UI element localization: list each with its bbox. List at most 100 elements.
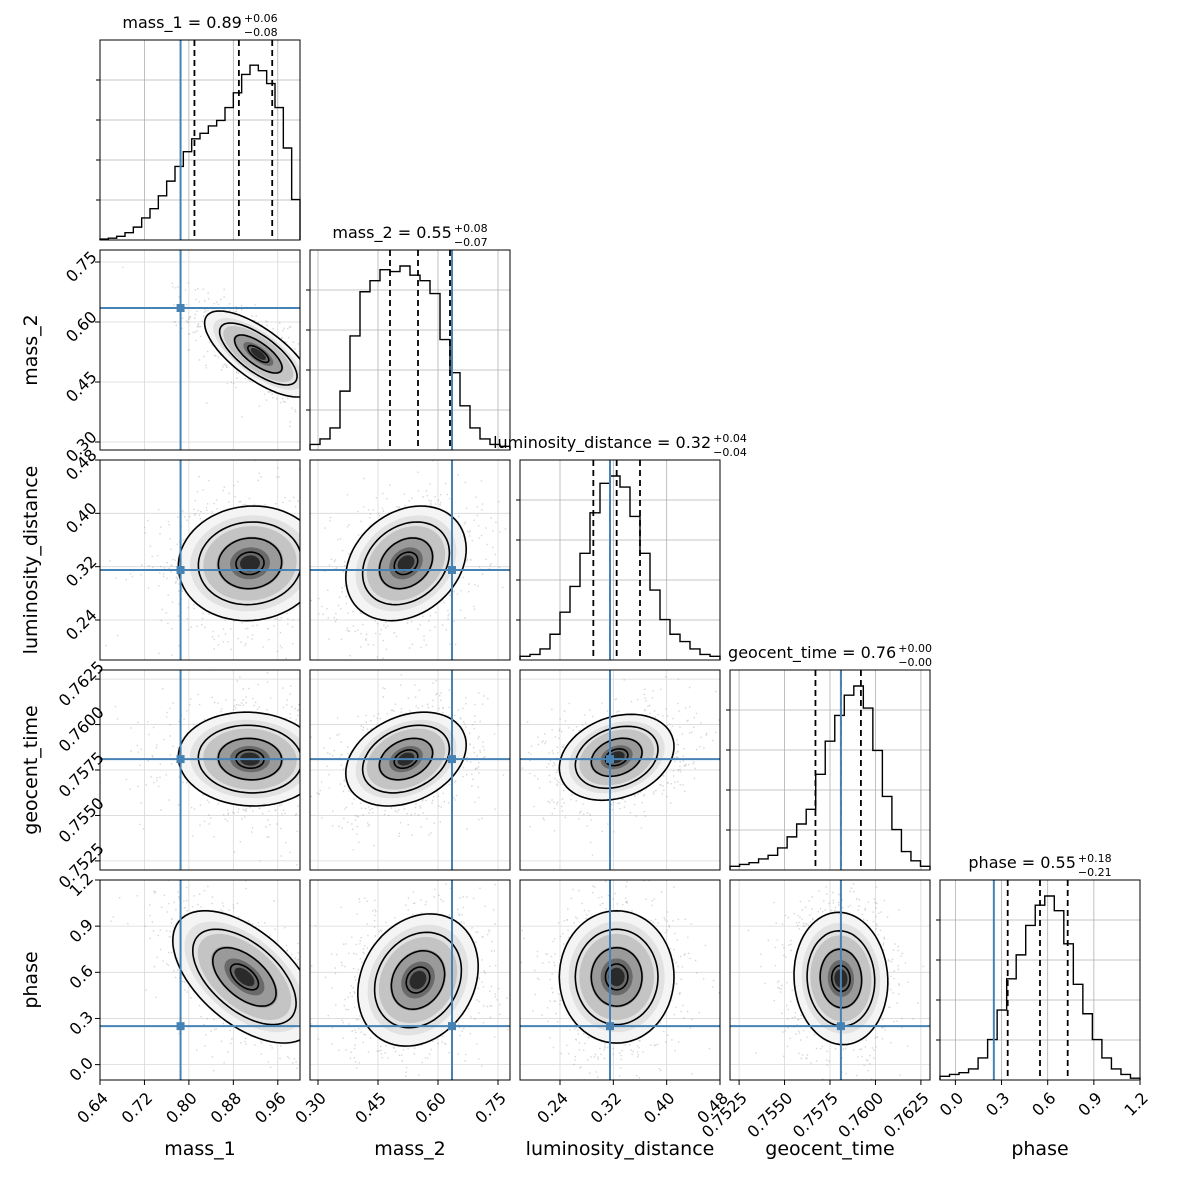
panel-frame <box>309 459 511 661</box>
panel-frame <box>99 879 301 1081</box>
x-tick-label: 0.80 <box>162 1088 201 1127</box>
panel-frame <box>309 879 511 1081</box>
x-tick-label: 0.6 <box>1028 1088 1059 1119</box>
y-axis-label-geocent_time: geocent_time <box>20 705 42 834</box>
hist-panel-mass_2: mass_2 = 0.55 +0.08−0.07 <box>306 222 511 451</box>
hist-panel-phase: phase = 0.55 +0.18−0.21 <box>936 852 1141 1081</box>
panel-frame <box>729 669 931 871</box>
x-axis-label-mass_2: mass_2 <box>374 1138 446 1160</box>
density-level <box>608 967 625 987</box>
x-tick-label: 0.9 <box>1074 1088 1105 1119</box>
scatter-points <box>747 880 924 1080</box>
contour-line <box>246 344 270 364</box>
histogram-mass_1 <box>99 64 301 240</box>
x-tick-label: 0.3 <box>982 1088 1013 1119</box>
panel-background <box>310 250 510 450</box>
contour-line <box>218 322 298 386</box>
histogram-mass_2 <box>309 265 511 450</box>
panel-frame <box>99 459 301 661</box>
x-tick-label: 0.7600 <box>834 1088 887 1141</box>
y-tick-label: 0.75 <box>62 247 101 286</box>
contour-line <box>574 725 659 790</box>
scatter-panel-luminosity_distance-phase <box>519 879 721 1081</box>
contour-line <box>191 928 297 1026</box>
density-level <box>250 348 266 360</box>
contour-line <box>217 537 283 590</box>
title-mass_1: mass_1 = 0.89 +0.06 <box>122 12 277 33</box>
truth-marker <box>176 566 185 574</box>
title-luminosity_distance: luminosity_distance = 0.32 +0.04 <box>493 432 747 453</box>
contour-line <box>233 334 283 374</box>
x-axis-label-geocent_time: geocent_time <box>765 1138 894 1160</box>
histogram-geocent_time <box>729 685 931 870</box>
title-sub-mass_1: −0.08 <box>244 26 278 39</box>
panel-frame <box>99 249 301 451</box>
x-axis-label-phase: phase <box>1011 1138 1068 1160</box>
x-tick-label: 0.32 <box>587 1088 626 1127</box>
x-tick-label: 0.0 <box>936 1088 967 1119</box>
scatter-panel-mass_1-luminosity_distance <box>99 459 301 661</box>
contour-line <box>197 724 300 794</box>
contour-line <box>344 505 468 622</box>
scatter-panel-mass_2-luminosity_distance <box>309 459 511 661</box>
contour-line <box>590 946 643 1008</box>
contour-line <box>378 737 434 781</box>
contour-line <box>356 913 480 1047</box>
title-phase: phase = 0.55 +0.18 <box>968 852 1111 872</box>
panel-background <box>520 460 720 660</box>
title-sub-phase: −0.21 <box>1078 866 1112 879</box>
panel-frame <box>309 669 511 871</box>
contour-line <box>211 946 277 1007</box>
contour-line <box>373 931 463 1029</box>
contour-line <box>203 310 300 398</box>
contour-line <box>171 910 300 1044</box>
contour-line <box>235 551 265 576</box>
truth-marker <box>606 1022 614 1031</box>
y-tick-label: 0.24 <box>62 605 101 644</box>
contour-line <box>197 521 300 606</box>
title-sub-geocent_time: −0.00 <box>898 656 932 669</box>
contour-line <box>405 966 431 994</box>
y-tick-label: 0.6 <box>66 961 97 992</box>
panel-frame <box>519 459 721 661</box>
y-axis-label-mass_2: mass_2 <box>20 314 42 386</box>
contour-line <box>558 909 675 1044</box>
contour-line <box>558 713 675 802</box>
x-tick-label: 0.7575 <box>789 1088 842 1141</box>
x-tick-label: 0.72 <box>118 1088 157 1127</box>
hist-panel-luminosity_distance: luminosity_distance = 0.32 +0.04−0.04 <box>493 432 747 661</box>
truth-marker <box>448 755 456 764</box>
truth-marker <box>448 566 456 574</box>
title-mass_2: mass_2 = 0.55 +0.08 <box>332 222 487 243</box>
x-tick-label: 0.60 <box>411 1088 450 1127</box>
title-sub-luminosity_distance: −0.04 <box>713 446 747 459</box>
x-axis-label-luminosity_distance: luminosity_distance <box>526 1138 715 1160</box>
contour-line <box>217 737 283 781</box>
title-geocent_time: geocent_time = 0.76 +0.00 <box>728 642 932 663</box>
contour-line <box>361 724 451 794</box>
hist-panel-mass_1: mass_1 = 0.89 +0.06−0.08 <box>96 12 301 241</box>
x-tick-label: 0.24 <box>533 1088 572 1127</box>
truth-marker <box>836 1022 845 1031</box>
x-tick-label: 0.30 <box>291 1088 330 1127</box>
contour-line <box>393 749 419 769</box>
x-tick-label: 0.7550 <box>743 1088 796 1141</box>
truth-marker <box>606 755 614 764</box>
x-tick-label: 0.75 <box>471 1088 510 1127</box>
title-sub-mass_2: −0.07 <box>454 236 488 249</box>
scatter-panel-mass_1-phase <box>99 879 301 1081</box>
scatter-panel-mass_2-phase <box>309 879 511 1081</box>
density-level <box>397 555 415 572</box>
histogram-luminosity_distance <box>519 475 721 660</box>
density-level <box>240 555 260 572</box>
y-tick-label: 0.9 <box>66 915 97 946</box>
x-tick-label: 0.45 <box>351 1088 390 1127</box>
y-tick-label: 0.32 <box>62 552 101 591</box>
x-tick-label: 0.7625 <box>880 1088 933 1141</box>
x-tick-label: 0.64 <box>73 1088 112 1127</box>
panel-frame <box>939 879 1141 1081</box>
contour-line <box>177 711 300 807</box>
contour-line <box>390 950 446 1010</box>
panel-frame <box>99 39 301 241</box>
